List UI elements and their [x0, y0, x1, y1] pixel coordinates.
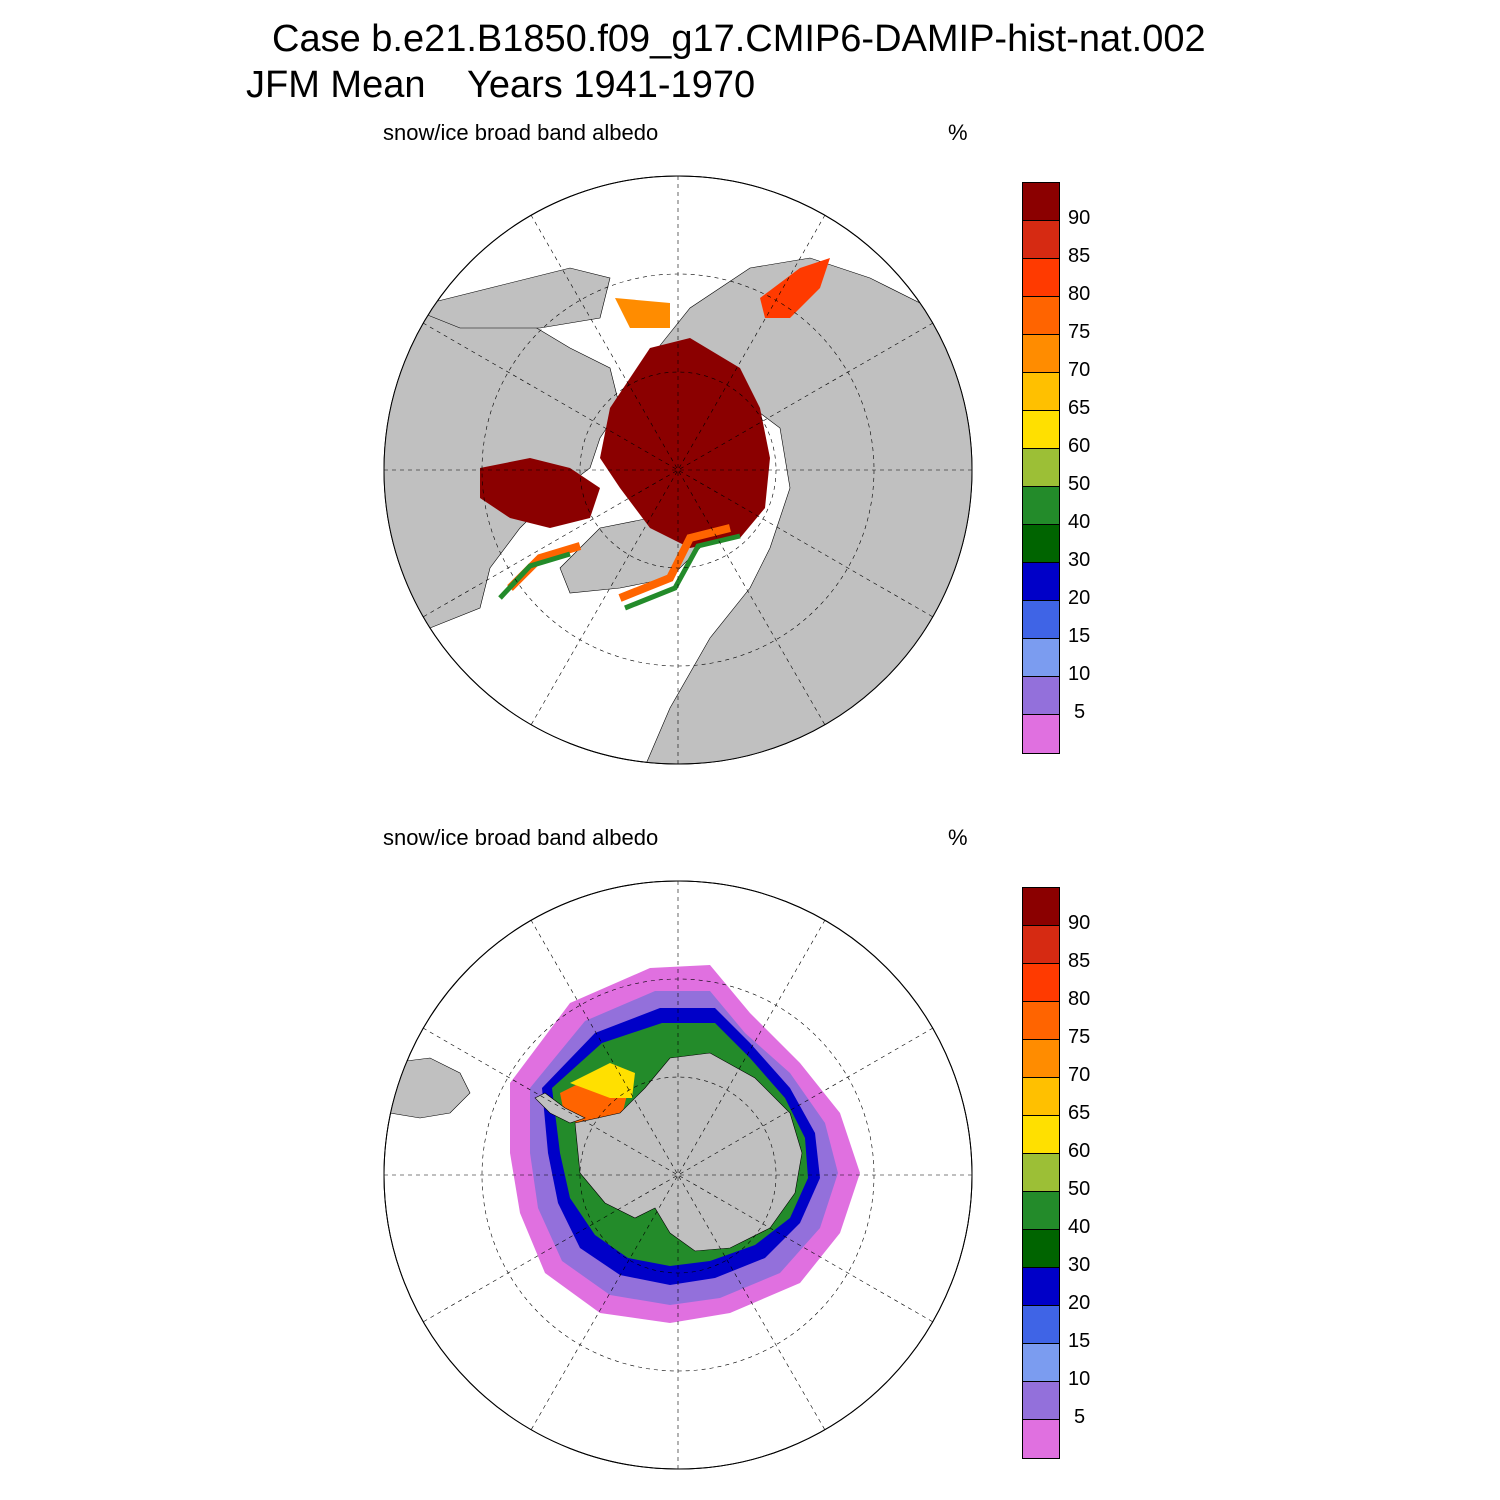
colorbar-tick-label: 85 — [1068, 950, 1091, 972]
colorbar-segment — [1023, 639, 1059, 677]
season-label: JFM Mean — [246, 64, 426, 106]
north-polar-map — [383, 175, 973, 765]
colorbar-segment — [1023, 411, 1059, 449]
colorbar-segment — [1023, 335, 1059, 373]
colorbar-tick-label: 80 — [1068, 283, 1091, 305]
south-polar-map — [383, 880, 973, 1470]
colorbar-segment — [1023, 563, 1059, 601]
colorbar-segment — [1023, 221, 1059, 259]
colorbar-segment — [1023, 1154, 1059, 1192]
colorbar-tick-label: 10 — [1068, 663, 1091, 685]
hudson-bay-ice — [480, 458, 600, 528]
colorbar-segment — [1023, 525, 1059, 563]
alaska-land — [409, 267, 611, 329]
colorbar-tick-label: 75 — [1068, 321, 1091, 343]
colorbar-segment — [1023, 1002, 1059, 1040]
colorbar-tick-label: 60 — [1068, 435, 1091, 457]
colorbar-segment — [1023, 1306, 1059, 1344]
colorbar-tick-label: 40 — [1068, 1216, 1091, 1238]
colorbar-segment — [1023, 1116, 1059, 1154]
colorbar-tick-label: 50 — [1068, 473, 1091, 495]
years-label: Years 1941-1970 — [467, 64, 756, 106]
colorbar-segment — [1023, 1420, 1059, 1458]
colorbar-tick-label: 75 — [1068, 1026, 1091, 1048]
colorbar-tick-label: 20 — [1068, 587, 1091, 609]
south-america-land — [389, 1057, 471, 1119]
colorbar-segment — [1023, 297, 1059, 335]
colorbar-segment — [1023, 449, 1059, 487]
figure-title-period: JFM Mean Years 1941-1970 — [246, 64, 755, 107]
south-panel-units: % — [948, 825, 968, 850]
colorbar-segment — [1023, 1230, 1059, 1268]
colorbar-tick-label: 30 — [1068, 549, 1091, 571]
south-panel-variable: snow/ice broad band albedo — [383, 825, 659, 850]
bering-ice — [615, 298, 670, 328]
barents-ice-edge — [618, 524, 731, 602]
colorbar-tick-label: 30 — [1068, 1254, 1091, 1276]
colorbar-tick-label: 5 — [1074, 1406, 1086, 1428]
colorbar-segment — [1023, 1192, 1059, 1230]
colorbar-tick-label: 90 — [1068, 207, 1091, 229]
colorbar-tick-label: 40 — [1068, 511, 1091, 533]
north-panel-variable: snow/ice broad band albedo — [383, 120, 659, 145]
arctic-ice-core — [600, 338, 770, 548]
colorbar-tick-label: 90 — [1068, 912, 1091, 934]
colorbar-tick-label: 5 — [1074, 701, 1086, 723]
colorbar-tick-label: 65 — [1068, 1102, 1091, 1124]
antarctic-peninsula-land — [534, 1092, 586, 1124]
colorbar-segment — [1023, 487, 1059, 525]
colorbar-tick-label: 70 — [1068, 1064, 1091, 1086]
colorbar-segment — [1023, 1382, 1059, 1420]
north-panel-units: % — [948, 120, 968, 145]
colorbar-tick-label: 10 — [1068, 1368, 1091, 1390]
colorbar-segment — [1023, 926, 1059, 964]
colorbar-segment — [1023, 888, 1059, 926]
colorbar-tick-label: 80 — [1068, 988, 1091, 1010]
north-colorbar — [1022, 182, 1060, 754]
colorbar-tick-label: 15 — [1068, 1330, 1091, 1352]
colorbar-segment — [1023, 1040, 1059, 1078]
colorbar-segment — [1023, 677, 1059, 715]
colorbar-segment — [1023, 183, 1059, 221]
colorbar-tick-label: 70 — [1068, 359, 1091, 381]
colorbar-segment — [1023, 1268, 1059, 1306]
colorbar-segment — [1023, 715, 1059, 753]
colorbar-segment — [1023, 601, 1059, 639]
colorbar-segment — [1023, 1344, 1059, 1382]
colorbar-segment — [1023, 259, 1059, 297]
colorbar-tick-label: 65 — [1068, 397, 1091, 419]
colorbar-tick-label: 20 — [1068, 1292, 1091, 1314]
south-colorbar — [1022, 887, 1060, 1459]
colorbar-segment — [1023, 1078, 1059, 1116]
colorbar-tick-label: 15 — [1068, 625, 1091, 647]
labrador-ice-edge-green — [498, 551, 571, 600]
colorbar-tick-label: 85 — [1068, 245, 1091, 267]
colorbar-tick-label: 60 — [1068, 1140, 1091, 1162]
weddell-ice-yellow — [570, 1063, 635, 1098]
colorbar-tick-label: 50 — [1068, 1178, 1091, 1200]
okhotsk-ice — [760, 258, 830, 318]
figure-title-case: Case b.e21.B1850.f09_g17.CMIP6-DAMIP-his… — [272, 18, 1206, 60]
colorbar-segment — [1023, 373, 1059, 411]
colorbar-segment — [1023, 964, 1059, 1002]
